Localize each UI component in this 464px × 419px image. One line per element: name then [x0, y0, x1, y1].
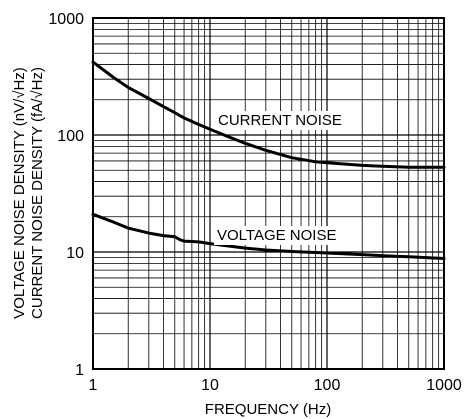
y-tick-label: 1000 [48, 11, 84, 28]
series-line-voltage-noise [91, 212, 446, 260]
x-tick-label: 100 [314, 377, 341, 394]
plot-frame [92, 17, 445, 370]
x-tick-label: 1000 [426, 377, 462, 394]
y-tick-label: 1 [75, 362, 84, 379]
series-label-voltage-noise: VOLTAGE NOISE [217, 227, 336, 244]
grid [92, 18, 444, 370]
series-label-background [215, 111, 345, 130]
y-tick-label: 100 [57, 128, 84, 145]
y-tick-labels: 1 10 100 1000 [48, 11, 84, 379]
x-tick-labels: 1 10 100 1000 [89, 377, 462, 394]
y-axis-label-current: CURRENT NOISE DENSITY (fA/√Hz) [29, 67, 46, 319]
y-axis-label-voltage: VOLTAGE NOISE DENSITY (nV/√Hz) [11, 67, 28, 319]
y-tick-label: 10 [66, 245, 84, 262]
series-layer [91, 60, 446, 260]
series-line-current-noise [91, 60, 446, 169]
series-label-current-noise: CURRENT NOISE [218, 112, 342, 129]
x-tick-label: 1 [89, 377, 98, 394]
series-label-background [214, 226, 340, 245]
x-tick-label: 10 [201, 377, 219, 394]
x-axis-label: FREQUENCY (Hz) [205, 401, 331, 418]
